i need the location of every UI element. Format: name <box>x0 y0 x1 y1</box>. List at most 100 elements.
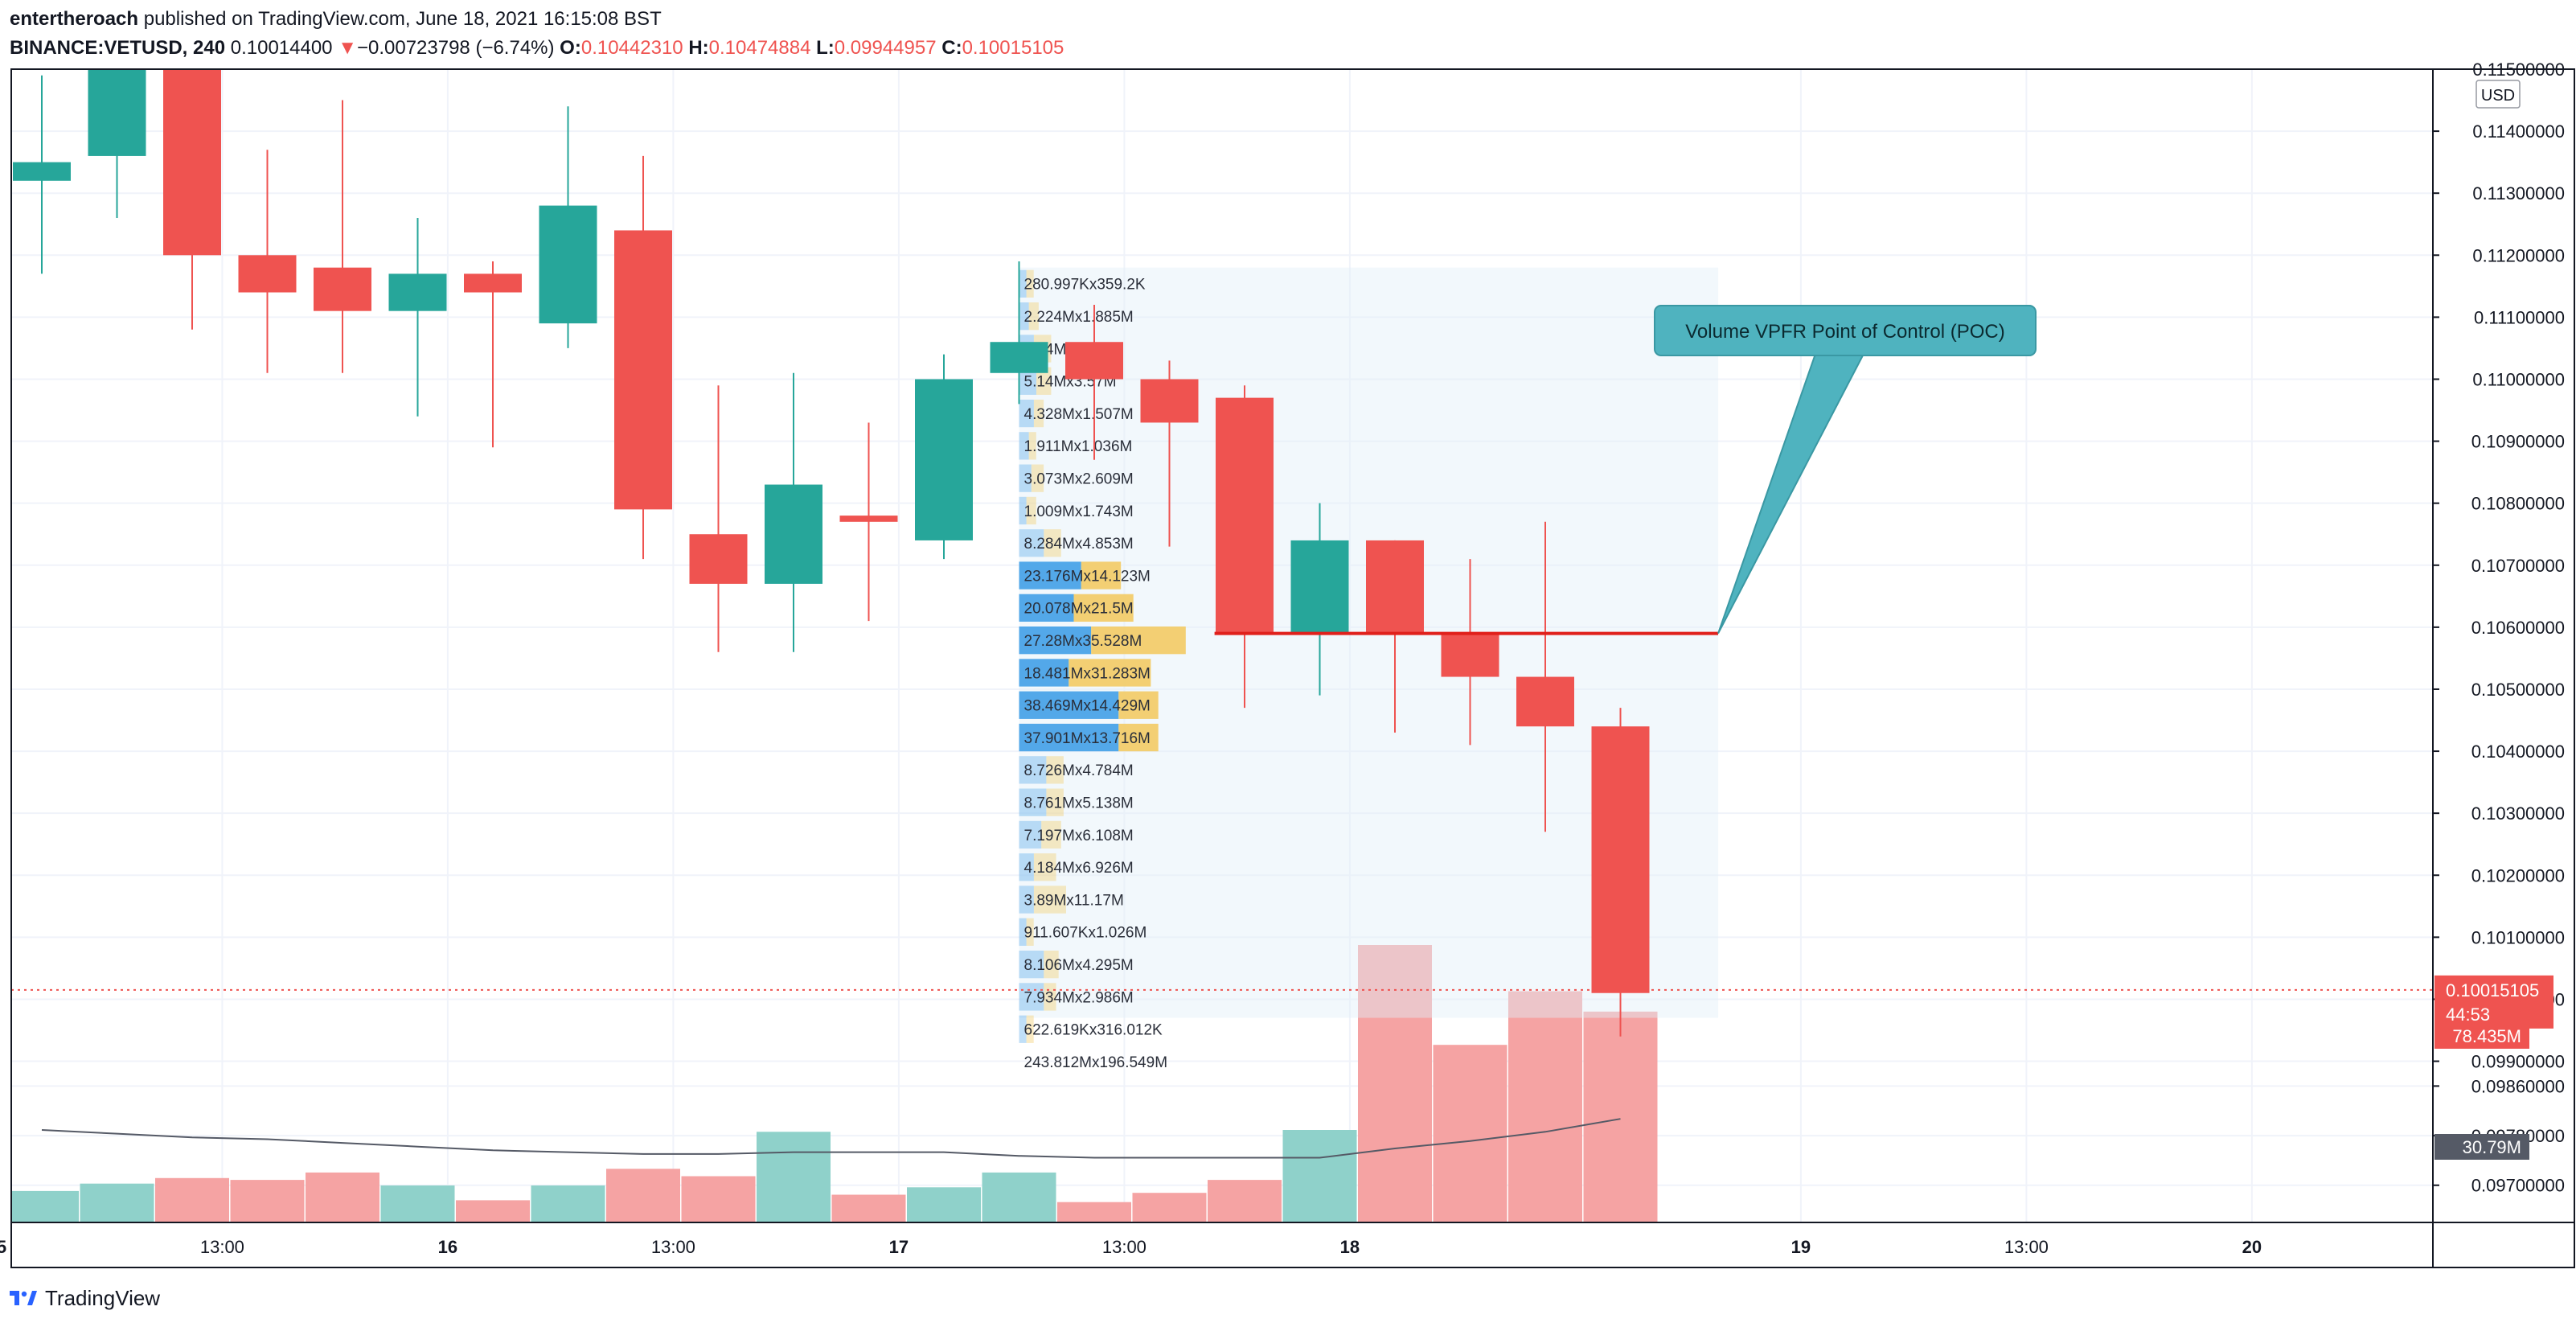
volume-profile-sell-bar <box>1026 496 1036 525</box>
volume-profile-sell-bar <box>1031 464 1044 492</box>
last-price: 0.10014400 <box>230 37 333 59</box>
x-tick-label: 20 <box>2242 1237 2262 1257</box>
volume-profile-sell-bar <box>1073 594 1134 622</box>
y-tick-label: 0.10200000 <box>2471 865 2565 885</box>
volume-ma-badge <box>2434 1134 2529 1160</box>
x-tick-label: 13:00 <box>1102 1237 1146 1257</box>
candle-body <box>13 162 71 181</box>
y-tick-label: 0.11300000 <box>2472 183 2565 203</box>
tradingview-brand[interactable]: TradingView <box>45 1285 161 1310</box>
close-label: C: <box>941 37 962 59</box>
x-tick-label: 18 <box>1340 1237 1360 1257</box>
volume-bar <box>531 1185 605 1222</box>
currency-badge <box>2476 80 2521 109</box>
candle-body <box>689 534 748 584</box>
volume-bar <box>1208 1180 1282 1222</box>
plot-area: 280.997Kx359.2K2.224Mx1.885M3.54Mx5.23M5… <box>11 69 2433 1222</box>
volume-profile-buy-bar <box>1019 464 1032 492</box>
volume-profile-label: 8.761Mx5.138M <box>1024 795 1134 812</box>
volume-profile-buy-bar <box>1019 367 1036 395</box>
volume-profile-sell-bar <box>1026 1015 1034 1043</box>
candle-body <box>238 255 297 293</box>
chart-header: entertheroach published on TradingView.c… <box>10 5 2566 63</box>
volume-profile-label: 1.009Mx1.743M <box>1024 503 1134 520</box>
volume-profile-label: 7.934Mx2.986M <box>1024 989 1134 1006</box>
volume-bar <box>831 1194 906 1222</box>
volume-bar <box>1583 1011 1658 1222</box>
volume-profile-buy-bar <box>1019 627 1092 655</box>
volume-profile-sell-bar <box>1026 918 1034 947</box>
volume-profile-label: 1.911Mx1.036M <box>1024 438 1133 455</box>
y-tick-label: 0.10400000 <box>2471 742 2565 762</box>
tradingview-logo-icon[interactable] <box>10 1289 37 1307</box>
volume-profile-sell-bar <box>1026 269 1034 298</box>
y-tick-label: 0.11200000 <box>2472 245 2565 265</box>
volume-bar <box>230 1180 305 1222</box>
candle-body <box>990 342 1048 373</box>
volume-profile-label: 20.078Mx21.5M <box>1024 601 1134 618</box>
volume-ma-line <box>41 1118 1621 1159</box>
volume-bar <box>456 1200 530 1222</box>
y-tick-label: 0.09860000 <box>2471 1076 2565 1096</box>
candle-body <box>163 69 221 256</box>
volume-profile-label: 8.726Mx4.784M <box>1024 762 1134 779</box>
publisher-name[interactable]: entertheroach <box>10 8 139 30</box>
volume-profile-sell-bar <box>1028 302 1039 331</box>
y-tick-label: 0.11400000 <box>2472 121 2565 142</box>
x-tick-label: 17 <box>889 1237 909 1257</box>
candle-body <box>1516 676 1574 727</box>
y-tick-label: 0.10900000 <box>2471 432 2565 452</box>
annotation-text: Volume VPFR Point of Control (POC) <box>1685 321 2004 343</box>
change-value: −0.00723798 (−6.74%) <box>356 37 555 59</box>
volume-profile-label: 3.073Mx2.609M <box>1024 471 1134 488</box>
volume-profile-buy-bar <box>1019 885 1034 914</box>
y-tick-label: 0.10100000 <box>2471 927 2565 947</box>
grid <box>11 69 2433 1222</box>
volume-profile-label: 38.469Mx14.429M <box>1024 698 1151 715</box>
candle-body <box>1140 379 1199 423</box>
candle-body <box>464 273 522 293</box>
volume-profile-sell-bar <box>1044 529 1061 557</box>
low-value: 0.09944957 <box>834 37 937 59</box>
volume-badge <box>2434 1023 2529 1049</box>
x-tick-label: 13:00 <box>200 1237 244 1257</box>
x-tick-label: 13:00 <box>651 1237 695 1257</box>
axis-corner <box>2432 1222 2575 1268</box>
volume-bar <box>1057 1202 1131 1222</box>
close-value: 0.10015105 <box>962 37 1064 59</box>
volume-profile-label: 243.812Mx196.549M <box>1024 1054 1168 1071</box>
volume-bar <box>907 1187 981 1222</box>
volume-profile-buy-bar <box>1019 529 1044 557</box>
volume-profile-sell-bar <box>1081 561 1122 590</box>
symbol-label[interactable]: BINANCE:VETUSD, 240 <box>10 37 226 59</box>
candle-body <box>1290 540 1349 634</box>
change-arrow-icon: ▼ <box>338 37 357 59</box>
candle-body <box>1441 633 1499 677</box>
volume-profile-buy-bar <box>1019 820 1042 849</box>
y-tick-label: 0.10300000 <box>2471 803 2565 824</box>
x-tick-label: 19 <box>1791 1237 1811 1257</box>
y-tick-label: 0.10700000 <box>2471 556 2565 576</box>
volume-profile-sell-bar <box>1118 723 1159 752</box>
high-value: 0.10474884 <box>708 37 811 59</box>
candle-body <box>765 484 822 584</box>
volume-profile-sell-bar <box>1036 367 1052 395</box>
y-tick-label: 0.09900000 <box>2471 1052 2565 1072</box>
volume-profile-buy-bar <box>1019 399 1034 428</box>
volume-bars <box>11 945 1658 1222</box>
y-tick-label: 0.10600000 <box>2471 618 2565 638</box>
volume-profile-buy-bar <box>1019 496 1027 525</box>
low-label: L: <box>816 37 835 59</box>
volume-bar <box>757 1132 831 1222</box>
volume-profile-buy-bar <box>1019 594 1074 622</box>
volume-profile-sell-bar <box>1046 788 1064 816</box>
volume-profile-label: 23.176Mx14.123M <box>1024 568 1151 585</box>
y-tick-label: 0.10800000 <box>2471 494 2565 514</box>
last-price-badge <box>2434 975 2553 1029</box>
volume-profile-buy-bar <box>1019 302 1029 331</box>
ohlc-line: BINANCE:VETUSD, 240 0.10014400 ▼−0.00723… <box>10 34 2566 63</box>
volume-bar <box>11 1190 79 1222</box>
volume-profile-label: 911.607Kx1.026M <box>1024 925 1147 942</box>
volume-bar <box>1433 1045 1507 1222</box>
